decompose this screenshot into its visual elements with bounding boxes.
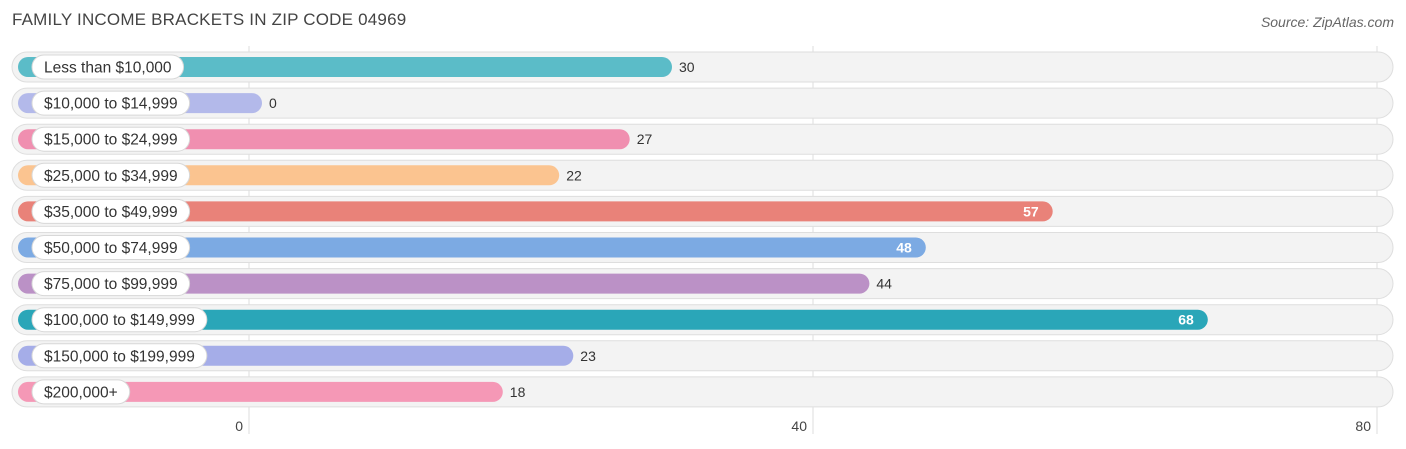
bar-row: $50,000 to $74,999 48 [11,232,1394,263]
category-label: $75,000 to $99,999 [44,276,178,293]
x-tick-label: 40 [791,418,807,434]
category-label: $200,000+ [44,384,118,401]
bar-row: $15,000 to $24,999 27 [11,123,1394,155]
x-tick-label: 0 [235,418,243,434]
chart-rows: Less than $10,000 30$10,000 to $14,999 0$1… [11,51,1394,408]
value-label: 18 [510,384,526,400]
bar-row: $150,000 to $199,999 23 [11,340,1394,372]
bar-row: $10,000 to $14,999 0 [11,87,1394,119]
value-label: 44 [876,276,892,292]
row-track [11,87,1394,119]
bar-row: $25,000 to $34,999 22 [11,159,1394,191]
value-label: 0 [269,95,277,111]
chart-title: FAMILY INCOME BRACKETS IN ZIP CODE 04969 [12,10,407,29]
category-label-pill [31,162,191,188]
chart-source: Source: ZipAtlas.com [1260,14,1394,30]
value-label: 57 [1023,203,1039,219]
category-label-pill [31,307,208,333]
x-tick-label: 80 [1355,418,1371,434]
category-label: $100,000 to $149,999 [44,312,195,329]
category-label-pill [31,271,191,297]
x-axis-ticks: 0 40 80 [235,418,1371,434]
bar [18,201,1053,222]
category-label: $15,000 to $24,999 [44,132,178,149]
value-label: 27 [637,131,653,147]
bar [18,309,1208,330]
bar-row: $200,000+ 18 [11,376,1394,408]
category-label: $25,000 to $34,999 [44,168,178,185]
value-label: 30 [679,59,695,75]
category-label-pill [31,343,208,369]
value-label: 68 [1178,312,1194,328]
category-label: $35,000 to $49,999 [44,204,178,221]
category-label: $10,000 to $14,999 [44,96,178,113]
category-label-pill [31,126,191,152]
bar-row: $75,000 to $99,999 44 [11,268,1394,300]
category-label-pill [31,54,185,80]
category-label: $150,000 to $199,999 [44,348,195,365]
value-label: 48 [896,240,912,256]
bar-row: Less than $10,000 30 [11,51,1394,83]
bar [18,273,870,294]
bar [18,237,926,258]
category-label-pill [31,90,191,116]
value-label: 23 [580,348,596,364]
category-label-pill [31,198,191,224]
category-label: $50,000 to $74,999 [44,240,178,257]
value-label: 22 [566,167,582,183]
category-label: Less than $10,000 [44,60,172,77]
bar-row: $100,000 to $149,999 68 [11,304,1394,336]
category-label-pill [31,379,131,405]
bar [18,381,503,402]
bar-row: $35,000 to $49,999 57 [11,195,1394,227]
category-label-pill [31,235,191,260]
